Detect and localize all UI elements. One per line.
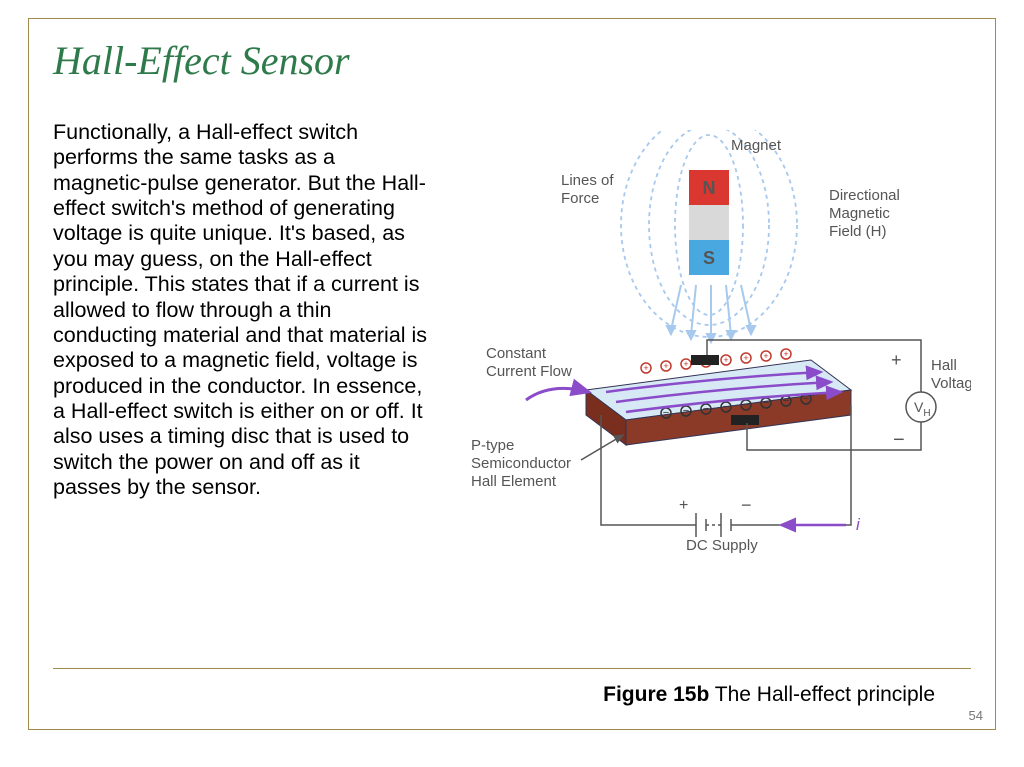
terminal-bottom (731, 415, 759, 425)
i-label: i (856, 515, 861, 534)
body-paragraph: Functionally, a Hall-effect switch perfo… (53, 120, 431, 500)
svg-text:−: − (663, 407, 669, 419)
page-number: 54 (969, 708, 983, 723)
content-row: Functionally, a Hall-effect switch perfo… (53, 120, 971, 590)
magnet-s-label: S (703, 248, 715, 268)
field-arrows (667, 285, 755, 342)
terminal-top (691, 355, 719, 365)
divider (53, 668, 971, 669)
svg-text:−: − (703, 403, 709, 415)
svg-text:+: + (743, 353, 748, 363)
svg-text:+: + (683, 359, 688, 369)
ptype-label: P-type Semiconductor Hall Element (471, 437, 575, 490)
magnet: N S (689, 170, 729, 275)
caption-text: The Hall-effect principle (709, 683, 935, 706)
body-text: Functionally, a Hall-effect switch perfo… (53, 120, 427, 499)
entry-arrow (526, 388, 589, 400)
dc-plus: + (679, 497, 688, 514)
hall-effect-diagram: N S Magnet Lines of Force Directional Ma… (431, 120, 971, 590)
dc-minus: − (741, 495, 752, 515)
magnet-n-label: N (703, 178, 716, 198)
hall-voltage-label: Hall Voltage (931, 357, 971, 392)
svg-text:+: + (663, 361, 668, 371)
svg-text:+: + (723, 355, 728, 365)
hall-minus: − (893, 429, 905, 451)
figure-caption: Figure 15b The Hall-effect principle (603, 683, 935, 707)
lines-of-force-label: Lines of Force (561, 172, 618, 207)
directional-label: Directional Magnetic Field (H) (829, 187, 904, 240)
svg-text:−: − (723, 401, 729, 413)
svg-text:−: − (763, 397, 769, 409)
svg-text:+: + (643, 363, 648, 373)
dc-supply-label: DC Supply (686, 537, 758, 554)
constant-current-label: Constant Current Flow (486, 345, 572, 380)
svg-text:−: − (743, 399, 749, 411)
slide-title: Hall-Effect Sensor (53, 37, 971, 84)
diagram-svg: N S Magnet Lines of Force Directional Ma… (431, 130, 971, 590)
magnet-label: Magnet (731, 137, 782, 154)
slide-frame: Hall-Effect Sensor Functionally, a Hall-… (28, 18, 996, 730)
hall-plus: + (891, 350, 902, 370)
ptype-pointer (581, 435, 623, 460)
svg-text:+: + (763, 351, 768, 361)
svg-text:+: + (783, 349, 788, 359)
svg-text:−: − (683, 405, 689, 417)
caption-bold: Figure 15b (603, 683, 709, 706)
